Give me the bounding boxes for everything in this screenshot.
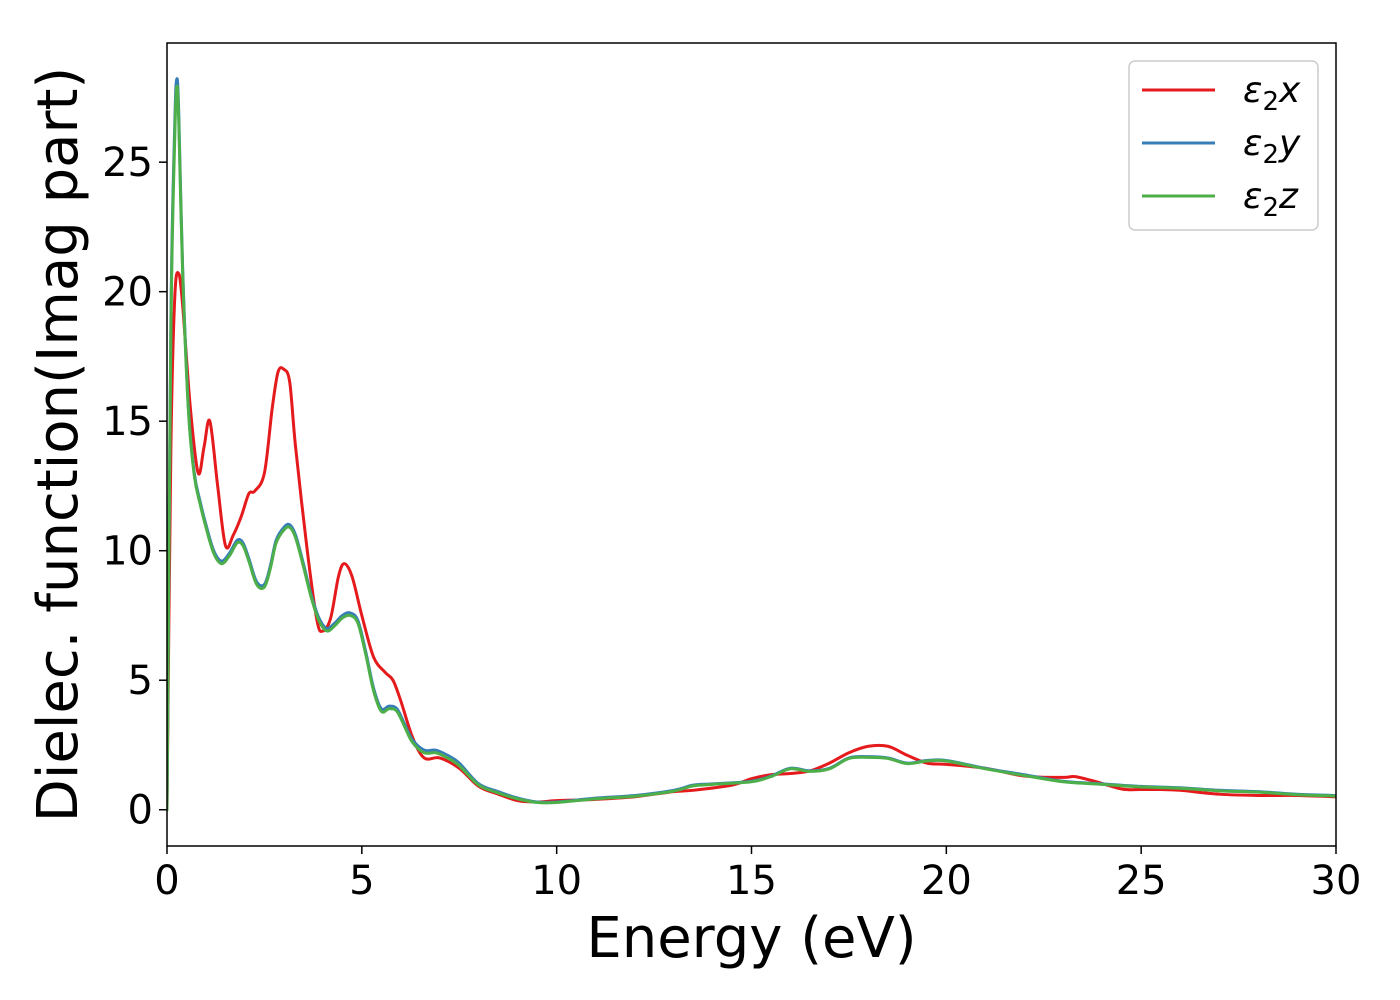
legend-entry: ε2z — [1142, 176, 1299, 223]
legend-label: ε2y — [1243, 123, 1301, 170]
legend-entry: ε2x — [1142, 70, 1301, 117]
x-tick-label: 15 — [726, 858, 777, 904]
series-line-z — [167, 84, 1336, 812]
y-axis: 0 5 10 15 20 25 — [102, 140, 167, 834]
y-tick-label: 5 — [128, 658, 153, 704]
x-tick-label: 30 — [1311, 858, 1362, 904]
series-line-x — [167, 271, 1336, 812]
x-tick-label: 5 — [349, 858, 374, 904]
x-axis-title: Energy (eV) — [586, 906, 916, 971]
x-tick-label: 25 — [1116, 858, 1167, 904]
x-axis: 0 5 10 15 20 25 30 — [154, 846, 1361, 904]
y-tick-label: 15 — [102, 399, 153, 445]
series-layer — [167, 77, 1336, 812]
x-tick-label: 20 — [921, 858, 972, 904]
y-tick-label: 10 — [102, 529, 153, 575]
x-tick-label: 0 — [154, 858, 179, 904]
y-tick-label: 25 — [102, 140, 153, 186]
legend-entry: ε2y — [1142, 123, 1301, 170]
legend: ε2x ε2y ε2z — [1128, 60, 1319, 231]
x-tick-label: 10 — [531, 858, 582, 904]
legend-label: ε2x — [1243, 70, 1301, 117]
y-tick-label: 0 — [128, 788, 153, 834]
legend-label: ε2z — [1243, 176, 1299, 223]
legend-box — [1128, 60, 1319, 231]
y-axis-title: Dielec. function(Imag part) — [26, 67, 91, 823]
y-tick-label: 20 — [102, 270, 153, 316]
